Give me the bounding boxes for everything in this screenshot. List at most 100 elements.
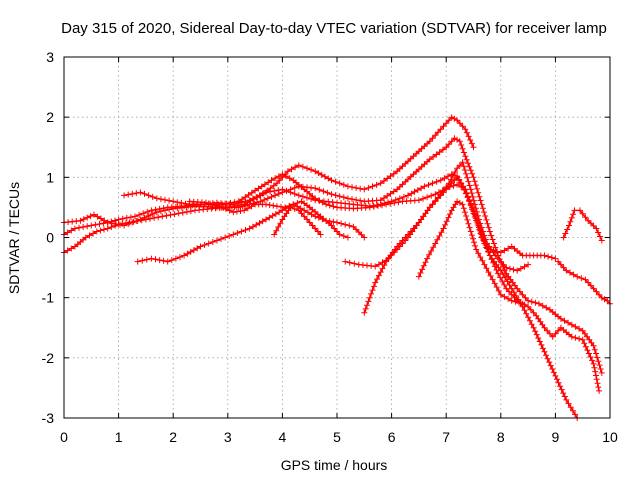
data-point-marker bbox=[491, 263, 498, 270]
data-point-marker bbox=[194, 245, 201, 252]
data-point-marker bbox=[271, 187, 278, 194]
data-point-marker bbox=[283, 173, 289, 180]
data-point-marker bbox=[477, 197, 484, 204]
data-point-marker bbox=[68, 227, 75, 234]
data-point-marker bbox=[462, 186, 469, 193]
data-point-marker bbox=[273, 203, 280, 210]
data-point-marker bbox=[258, 183, 265, 190]
data-point-marker bbox=[245, 191, 252, 198]
data-point-marker bbox=[342, 221, 349, 228]
data-point-marker bbox=[270, 202, 277, 209]
data-point-marker bbox=[94, 213, 101, 220]
data-point-marker bbox=[170, 198, 177, 205]
series-arc7 bbox=[361, 159, 532, 316]
data-point-marker bbox=[233, 202, 239, 209]
data-point-marker bbox=[557, 315, 564, 322]
x-tick-label: 3 bbox=[224, 429, 232, 445]
data-point-marker bbox=[249, 223, 256, 230]
series-arc9 bbox=[186, 198, 351, 241]
data-point-marker bbox=[275, 173, 282, 180]
data-point-marker bbox=[370, 283, 377, 290]
data-point-marker bbox=[596, 387, 603, 394]
data-point-marker bbox=[483, 216, 490, 223]
data-point-marker bbox=[579, 336, 586, 343]
data-point-marker bbox=[572, 334, 579, 341]
data-point-marker bbox=[591, 346, 598, 353]
data-point-marker bbox=[443, 184, 450, 190]
data-point-marker bbox=[272, 211, 279, 217]
data-point-marker bbox=[466, 224, 473, 231]
data-point-marker bbox=[426, 251, 433, 258]
data-point-marker bbox=[508, 285, 515, 292]
data-point-marker bbox=[160, 257, 167, 264]
data-point-marker bbox=[560, 390, 567, 397]
data-point-marker bbox=[166, 197, 173, 204]
data-point-marker bbox=[157, 208, 164, 215]
data-point-marker bbox=[432, 240, 439, 247]
data-point-marker bbox=[134, 218, 141, 224]
data-point-marker bbox=[304, 194, 310, 201]
data-point-marker bbox=[272, 192, 279, 199]
data-point-marker bbox=[593, 288, 600, 295]
data-point-marker bbox=[286, 175, 293, 182]
data-point-marker bbox=[436, 149, 443, 156]
data-point-marker bbox=[510, 266, 517, 273]
data-point-marker bbox=[474, 212, 481, 219]
data-point-marker bbox=[155, 214, 162, 221]
data-point-marker bbox=[485, 269, 492, 276]
data-point-marker bbox=[505, 295, 512, 302]
data-point-marker bbox=[287, 186, 294, 193]
data-point-marker bbox=[468, 140, 475, 147]
data-point-marker bbox=[322, 173, 328, 180]
data-point-marker bbox=[587, 220, 594, 227]
data-point-marker bbox=[447, 211, 453, 217]
grid-lines bbox=[64, 57, 610, 418]
data-point-marker bbox=[171, 211, 178, 218]
data-point-marker bbox=[552, 330, 559, 337]
data-point-marker bbox=[346, 259, 353, 266]
data-point-marker bbox=[381, 195, 387, 201]
data-point-marker bbox=[419, 266, 426, 273]
data-point-marker bbox=[336, 231, 343, 238]
data-point-marker bbox=[414, 187, 421, 193]
data-point-marker bbox=[183, 208, 190, 215]
data-point-marker bbox=[552, 255, 559, 262]
data-point-marker bbox=[365, 184, 372, 191]
x-tick-label: 5 bbox=[333, 429, 341, 445]
data-point-marker bbox=[567, 218, 574, 225]
data-point-marker bbox=[355, 229, 362, 236]
data-point-marker bbox=[550, 369, 557, 376]
data-point-marker bbox=[159, 213, 166, 220]
data-point-marker bbox=[291, 205, 298, 212]
data-point-marker bbox=[384, 175, 391, 182]
data-point-marker bbox=[432, 132, 439, 139]
data-point-marker bbox=[255, 185, 262, 192]
data-point-marker bbox=[276, 177, 283, 184]
data-point-marker bbox=[478, 224, 485, 231]
data-point-marker bbox=[269, 212, 276, 219]
data-point-marker bbox=[489, 236, 496, 243]
data-point-marker bbox=[344, 183, 351, 190]
data-point-marker bbox=[425, 181, 432, 188]
data-point-marker bbox=[153, 195, 160, 202]
data-point-marker bbox=[368, 290, 375, 297]
data-point-marker bbox=[429, 135, 436, 142]
data-point-marker bbox=[330, 218, 337, 225]
data-point-marker bbox=[505, 245, 512, 252]
data-point-marker bbox=[463, 213, 470, 219]
data-point-marker bbox=[469, 193, 476, 200]
data-point-marker bbox=[181, 252, 188, 259]
data-series bbox=[61, 114, 613, 421]
data-point-marker bbox=[460, 149, 467, 156]
data-point-marker bbox=[279, 207, 286, 214]
data-point-marker bbox=[501, 293, 508, 300]
data-point-marker bbox=[273, 227, 280, 234]
data-point-marker bbox=[568, 321, 575, 328]
data-point-marker bbox=[325, 175, 332, 182]
data-point-marker bbox=[445, 214, 452, 221]
data-point-marker bbox=[429, 201, 436, 208]
data-point-marker bbox=[596, 362, 603, 369]
data-point-marker bbox=[149, 211, 156, 217]
data-point-marker bbox=[377, 180, 384, 187]
data-point-marker bbox=[213, 237, 220, 244]
